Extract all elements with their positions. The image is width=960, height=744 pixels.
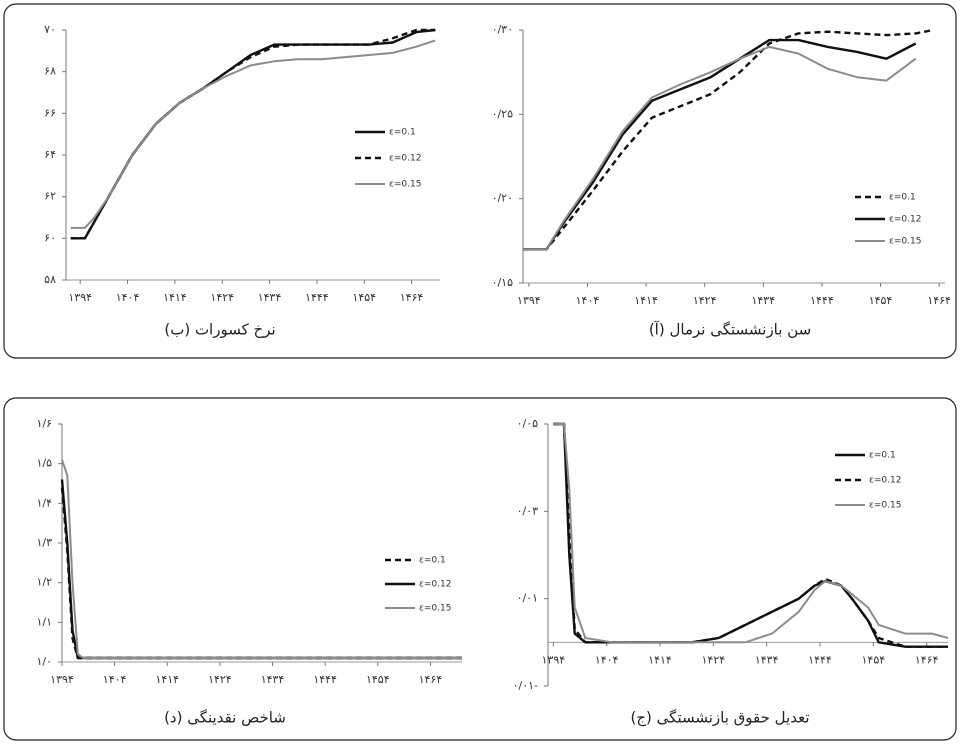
x-tick-label: ۱۴۴۴ xyxy=(808,653,832,666)
x-tick-label: ۱۴۴۴ xyxy=(313,673,337,686)
x-tick-label: ۱۴۲۴ xyxy=(693,294,717,307)
panel-frame xyxy=(3,3,957,359)
series-line xyxy=(61,459,462,659)
legend-label: ε=0.15 xyxy=(889,237,921,247)
y-tick-label: ۰/۰۱- xyxy=(513,679,538,692)
x-tick-label: ۱۳۹۴ xyxy=(517,294,541,307)
y-tick-label: ۱/۶ xyxy=(36,417,52,430)
y-tick-label: ۰/۰۵ xyxy=(517,417,539,430)
legend-label: ε=0.15 xyxy=(389,180,421,190)
x-tick-label: ۱۴۲۴ xyxy=(702,653,726,666)
y-tick-label: ۱/۴ xyxy=(36,496,52,509)
panel-frame xyxy=(3,397,957,741)
x-tick-label: ۱۳۹۴ xyxy=(50,673,74,686)
series-line xyxy=(70,28,436,240)
chart-title: (ج) تعدیل حقوق بازنشستگی xyxy=(630,709,809,728)
x-tick-label: ۱۴۶۴ xyxy=(419,673,443,686)
x-tick-label: ۱۳۹۴ xyxy=(542,653,566,666)
x-tick-label: ۱۴۲۴ xyxy=(208,673,232,686)
y-tick-label: ۶۶ xyxy=(44,106,56,119)
x-tick-label: ۱۴۴۴ xyxy=(305,291,329,304)
series-line xyxy=(523,28,934,251)
chart-title: (د) شاخص نقدینگی xyxy=(164,709,286,727)
x-tick-label: ۱۴۵۴ xyxy=(869,294,893,307)
x-tick-label: ۱۴۵۴ xyxy=(366,673,390,686)
series-line xyxy=(523,45,917,251)
x-tick-label: ۱۴۶۴ xyxy=(915,653,939,666)
chart-title: (آ) سن بازنشستگی نرمال xyxy=(649,321,811,339)
y-tick-label: ۱/۵ xyxy=(36,457,52,470)
legend-label: ε=0.1 xyxy=(419,556,446,566)
series-line xyxy=(70,39,436,229)
y-tick-label: ۰/۱۵ xyxy=(492,276,514,289)
legend-label: ε=0.1 xyxy=(889,193,916,203)
series-line xyxy=(70,28,436,240)
x-tick-label: ۱۴۰۴ xyxy=(103,673,127,686)
series-line xyxy=(553,423,949,644)
series-line xyxy=(60,479,462,660)
legend-label: ε=0.12 xyxy=(389,154,421,164)
series-line xyxy=(553,422,948,648)
x-tick-label: ۱۴۵۴ xyxy=(862,653,886,666)
y-tick-label: ۱/۱ xyxy=(36,615,52,628)
chart-title: (ب) نرخ کسورات xyxy=(164,321,275,339)
legend-label: ε=0.1 xyxy=(869,451,896,461)
y-tick-label: ۰/۰۳ xyxy=(517,504,539,517)
y-tick-label: ۱/۰ xyxy=(36,655,52,668)
x-tick-label: ۱۴۳۴ xyxy=(751,294,775,307)
legend-label: ε=0.15 xyxy=(419,604,451,614)
y-tick-label: ۰/۳۰ xyxy=(492,23,513,36)
x-tick-label: ۱۴۲۴ xyxy=(210,291,234,304)
x-tick-label: ۱۴۳۴ xyxy=(755,653,779,666)
legend-label: ε=0.12 xyxy=(889,215,921,225)
x-tick-label: ۱۴۱۴ xyxy=(634,294,658,307)
x-tick-label: ۱۴۶۴ xyxy=(400,291,424,304)
x-tick-label: ۱۴۳۴ xyxy=(261,673,285,686)
series-line xyxy=(523,38,917,251)
y-tick-label: ۷۰ xyxy=(44,23,56,36)
y-tick-label: ۰/۲۵ xyxy=(492,107,514,120)
x-tick-label: ۱۴۳۴ xyxy=(258,291,282,304)
x-tick-label: ۱۴۰۴ xyxy=(576,294,600,307)
x-tick-label: ۱۴۵۴ xyxy=(352,291,376,304)
x-tick-label: ۱۴۴۴ xyxy=(810,294,834,307)
legend-label: ε=0.12 xyxy=(869,476,901,486)
y-tick-label: ۶۰ xyxy=(44,231,56,244)
x-tick-label: ۱۴۱۴ xyxy=(155,673,179,686)
y-tick-label: ۶۲ xyxy=(44,190,56,203)
y-tick-label: ۰/۰۱ xyxy=(517,592,538,605)
x-tick-label: ۱۴۰۴ xyxy=(595,653,619,666)
y-tick-label: ۵۸ xyxy=(44,273,56,286)
legend-label: ε=0.12 xyxy=(419,580,451,590)
series-line xyxy=(60,487,462,660)
legend-label: ε=0.1 xyxy=(389,128,416,138)
y-tick-label: ۱/۲ xyxy=(36,576,52,589)
y-tick-label: ۱/۳ xyxy=(36,536,52,549)
x-tick-label: ۱۳۹۴ xyxy=(68,291,92,304)
y-tick-label: ۶۸ xyxy=(44,65,56,78)
legend-label: ε=0.15 xyxy=(869,501,901,511)
x-tick-label: ۱۴۶۴ xyxy=(927,294,951,307)
x-tick-label: ۱۴۱۴ xyxy=(648,653,672,666)
y-tick-label: ۰/۲۰ xyxy=(492,192,513,205)
x-tick-label: ۱۴۱۴ xyxy=(163,291,187,304)
x-tick-label: ۱۴۰۴ xyxy=(116,291,140,304)
y-tick-label: ۶۴ xyxy=(44,148,56,161)
